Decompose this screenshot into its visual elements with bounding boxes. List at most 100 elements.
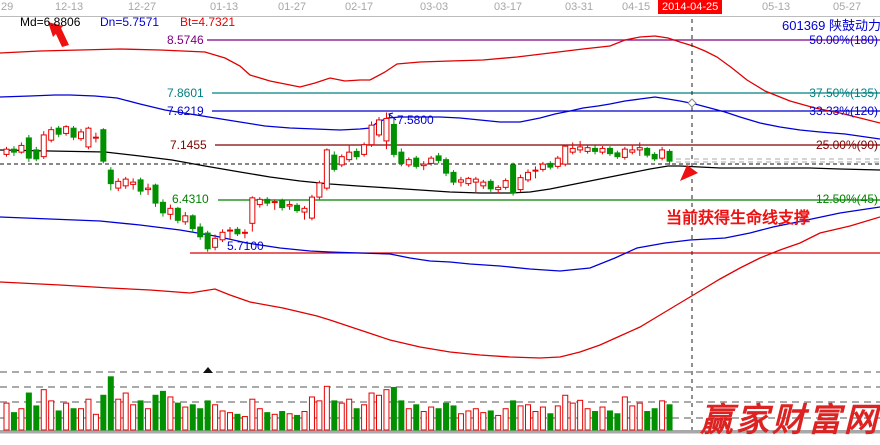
candle-body [167, 207, 174, 215]
volume-bar [63, 402, 70, 431]
volume-bar [279, 411, 286, 431]
volume-bar [3, 402, 10, 431]
volume-bar [420, 411, 427, 431]
support-annotation-text: 当前获得生命线支撑 [666, 210, 811, 227]
candle-body [33, 149, 40, 160]
candle-body [502, 180, 509, 188]
gann-percent-label: 37.50%(135) [809, 86, 878, 100]
volume-bar [413, 404, 420, 431]
candle-body [659, 149, 666, 159]
candle-body [264, 198, 271, 204]
site-watermark: 赢家财富网 [700, 400, 880, 439]
candle-body [3, 148, 10, 155]
volume-bar [599, 406, 606, 431]
volume-bar [174, 402, 181, 431]
candle-body [547, 162, 554, 168]
candle-body [539, 163, 546, 170]
candle-body [308, 196, 315, 219]
candle-body [48, 129, 55, 141]
candle-body [249, 197, 256, 224]
volume-bar [212, 404, 219, 431]
indicator-dn: Dn=5.7571 [100, 15, 160, 29]
candle-body [338, 156, 345, 166]
volume-bar [152, 394, 159, 431]
volume-bar [92, 413, 99, 431]
volume-bar [48, 400, 55, 431]
volume-bar [577, 399, 584, 431]
volume-bar [457, 413, 464, 431]
volume-bar [495, 414, 502, 431]
volume-bar [584, 408, 591, 431]
candle-body [428, 157, 435, 164]
candle-body [256, 198, 263, 206]
candle-body [525, 171, 531, 181]
volume-bar [569, 402, 576, 431]
bottom-triangle-marker-icon [203, 367, 213, 373]
volume-bar [547, 413, 554, 431]
candle-body [644, 147, 651, 156]
volume-bar [115, 398, 122, 431]
candle-body [368, 124, 375, 146]
volume-bar [25, 392, 32, 431]
volume-bar [606, 410, 613, 431]
price-level-label: 8.5746 [167, 33, 204, 47]
outer-upper-band [0, 35, 880, 124]
candle-body [621, 148, 628, 158]
candle-body [174, 207, 181, 221]
volume-bar [629, 405, 636, 431]
peak-pointer-arrow [387, 112, 397, 121]
volume-bar [502, 408, 509, 431]
volume-bar [145, 408, 152, 431]
volume-bar [301, 411, 308, 431]
candle-body [517, 177, 524, 191]
gann-percent-label: 33.33%(120) [809, 104, 878, 118]
volume-bar [659, 400, 666, 431]
volume-bar [159, 390, 166, 431]
candle-body [197, 226, 204, 238]
candle-body [554, 157, 561, 167]
candle-body [122, 178, 129, 187]
volume-bar [18, 408, 25, 431]
candle-body [286, 204, 293, 207]
gann-percent-label: 12.50%(45) [815, 192, 878, 206]
candle-body [212, 237, 219, 248]
date-tick: 12-27 [128, 1, 157, 13]
volume-bar [316, 400, 323, 431]
volume-bar [383, 389, 390, 431]
volume-bar [182, 406, 189, 431]
volume-bar [554, 405, 561, 431]
candle-body [189, 215, 196, 230]
candle-body [413, 157, 420, 167]
date-tick: 01-13 [210, 1, 239, 13]
volume-bar [100, 394, 107, 431]
volume-bar [376, 394, 382, 431]
volume-bar [614, 413, 621, 431]
volume-bar [234, 413, 241, 431]
candle-body [152, 184, 159, 204]
candle-body [40, 134, 47, 158]
candle-body [562, 145, 569, 165]
candle-body [130, 181, 137, 185]
candle-body [390, 123, 397, 155]
candle-body [577, 146, 584, 151]
candle-body [55, 127, 62, 135]
candle-body [100, 129, 107, 162]
volume-bar [249, 398, 256, 431]
volume-bar [107, 376, 114, 431]
candle-body [323, 149, 330, 189]
volume-bar [539, 406, 546, 431]
volume-bar [55, 410, 62, 431]
candle-body [346, 151, 353, 161]
volume-bar [85, 398, 92, 431]
date-tick: 02-17 [345, 1, 374, 13]
volume-bar [204, 400, 211, 431]
volume-axis [0, 430, 880, 434]
support-pointer-arrow-icon [680, 165, 698, 181]
candle-body [376, 119, 382, 136]
candle-body [204, 232, 211, 250]
candle-body [18, 144, 25, 153]
volume-bar [644, 411, 651, 431]
gann-percent-label: 25.00%(90) [815, 138, 878, 152]
